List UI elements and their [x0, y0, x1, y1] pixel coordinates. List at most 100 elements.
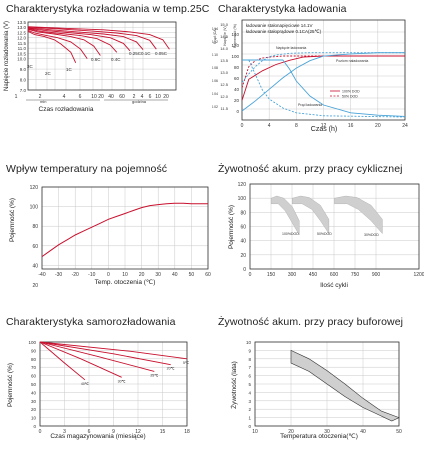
selfdis-plot-frame — [39, 341, 188, 427]
float-life-chart: 10 20 30 40 50 0 1 2 3 4 5 6 7 8 9 10 Temperatura otocze… — [229, 340, 402, 440]
discharge-series-label-0: 3C — [27, 64, 34, 69]
cycle-band-2 — [334, 195, 383, 235]
temp-xtick-0: -40 — [38, 272, 45, 278]
discharge-xtick-0: 1 — [15, 94, 18, 100]
discharge-xtick-12: 20 — [163, 94, 169, 100]
charge-chart: 0 4 8 12 16 20 24 Czas (h) 0 20 40 60 80 100 120 140 11.… — [212, 19, 408, 133]
discharge-unit-min: min — [40, 99, 46, 104]
float-ytick-9: 9 — [248, 348, 251, 353]
float-xtick-3: 40 — [360, 429, 366, 435]
temp-xtick-5: 10 — [122, 272, 128, 278]
float-ytick-7: 7 — [248, 365, 251, 370]
charge-volt-tick-7: 15.0 — [220, 22, 229, 27]
charge-label-current: Prąd ładowania — [298, 103, 322, 107]
selfdis-xtick-2: 6 — [88, 429, 91, 435]
discharge-xtick-1: 2 — [39, 94, 42, 100]
selfdis-ytick-8: 80 — [31, 357, 37, 362]
charge-cap-tick-1: 20 — [234, 98, 240, 103]
discharge-chart-title: Charakterystyka rozładowania w temp.25C — [6, 3, 210, 15]
charge-curr-tick-5: 0.12 — [212, 40, 218, 44]
charge-series-current-5 — [242, 59, 406, 118]
discharge-xtick-11: 10 — [155, 94, 161, 100]
discharge-xtick-8: 2 — [133, 94, 136, 100]
selfdis-series-label-2: 25℃ — [150, 373, 159, 377]
discharge-ytick-9: 13.0 — [17, 25, 26, 30]
discharge-ytick-0: 7.0 — [20, 88, 27, 93]
cycle-band-label-0: 100%DOD — [282, 232, 299, 236]
selfdis-xlabel: Czas magazynowania (miesiące) — [50, 433, 145, 440]
selfdis-ytick-1: 10 — [31, 416, 37, 421]
selfdis-xtick-6: 18 — [184, 429, 190, 435]
charge-xtick-0: 0 — [241, 123, 244, 129]
discharge-ylabel: Napięcie rozładowania (V) — [4, 21, 10, 91]
temp-ytick-5: 120 — [30, 185, 39, 191]
cycle-xtick-3: 450 — [309, 272, 318, 278]
temp-ytick-4: 100 — [30, 205, 39, 211]
selfdis-series-2 — [39, 341, 155, 372]
temp-ytick-0: 20 — [32, 283, 38, 289]
selfdis-ytick-2: 20 — [31, 407, 37, 412]
selfdis-ytick-0: 0 — [33, 424, 36, 429]
charge-legend-0: 100% DOD — [342, 90, 360, 94]
selfdis-series-label-1: 30℃ — [118, 379, 127, 383]
discharge-series-label-7: 0.05C — [155, 51, 168, 56]
float-ytick-2: 2 — [248, 407, 251, 412]
charge-legend-1: 50% DOD — [342, 95, 358, 99]
charge-cap-tick-4: 80 — [234, 65, 240, 70]
self-discharge-chart-title: Charakterystyka samorozładowania — [6, 316, 176, 328]
selfdis-series-4 — [39, 341, 188, 360]
float-ytick-6: 6 — [248, 374, 251, 379]
cycle-xtick-4: 600 — [330, 272, 339, 278]
cycle-band-label-2: 30%DOD — [364, 233, 379, 237]
discharge-xtick-10: 6 — [149, 94, 152, 100]
charge-volt-tick-3: 13.0 — [220, 70, 229, 75]
charge-xtick-1: 4 — [268, 123, 271, 129]
discharge-ytick-3: 10.0 — [17, 57, 26, 62]
charge-xlabel: Czas (h) — [311, 126, 337, 133]
charge-label-voltage: Napięcie ładowania — [276, 46, 306, 50]
float-ytick-1: 1 — [248, 416, 251, 421]
charge-cap-tick-6: 120 — [231, 43, 239, 48]
temp-ytick-1: 40 — [32, 263, 38, 269]
temperature-chart: -40 -30 -20 -10 0 10 20 30 40 50 60 20 40 60 80 100 120 T… — [9, 185, 211, 289]
cycle-plot-frame — [249, 183, 420, 270]
cycle-band-0 — [270, 195, 300, 236]
discharge-series-0.05C — [27, 26, 170, 50]
discharge-xtick-9: 4 — [141, 94, 144, 100]
selfdis-ytick-6: 60 — [31, 374, 37, 379]
discharge-series-label-6: 0.1C — [141, 51, 151, 56]
cycle-ytick-1: 20 — [240, 253, 246, 259]
cycle-band-label-1: 50%DOD — [317, 232, 332, 236]
selfdis-xtick-5: 15 — [160, 429, 166, 435]
temp-xtick-10: 60 — [205, 272, 211, 278]
discharge-ytick-5: 11.0 — [18, 46, 27, 51]
float-life-chart-panel: Żywotność akum. przy pracy buforowej 10 2… — [212, 300, 424, 450]
charge-curr-tick-6: 0.14 — [212, 27, 218, 31]
discharge-series-0.6C — [27, 28, 118, 53]
charge-annotation-1: ładowanie stałonapięciowe 14.1V — [246, 23, 313, 28]
selfdis-series-label-0: 40℃ — [81, 382, 90, 386]
cycle-xtick-1: 150 — [267, 272, 276, 278]
discharge-series-3C — [27, 30, 77, 63]
charge-curr-tick-4: 0.10 — [212, 53, 218, 57]
selfdis-xtick-3: 9 — [112, 429, 115, 435]
charge-xtick-5: 20 — [375, 123, 381, 129]
discharge-series-label-5: 0.25C — [129, 51, 142, 56]
charge-label-capacity: Poziom naładowania — [336, 59, 368, 63]
temp-xtick-6: 20 — [139, 272, 145, 278]
charge-cap-tick-2: 40 — [234, 87, 240, 92]
discharge-series-label-2: 1C — [66, 67, 73, 72]
charge-volt-tick-4: 13.5 — [220, 58, 229, 63]
selfdis-xtick-4: 12 — [135, 429, 141, 435]
cycle-life-chart-title: Żywotność akum. przy pracy cyklicznej — [218, 163, 403, 175]
float-ytick-4: 4 — [248, 390, 251, 395]
selfdis-ytick-4: 40 — [31, 390, 37, 395]
charge-xtick-2: 8 — [295, 123, 298, 129]
float-ytick-3: 3 — [248, 399, 251, 404]
temp-xtick-7: 30 — [155, 272, 161, 278]
cycle-xtick-2: 300 — [288, 272, 297, 278]
discharge-ytick-4: 10.5 — [17, 51, 26, 56]
discharge-xlabel: Czas rozładowania — [39, 106, 94, 113]
charge-curr-tick-0: 0.02 — [212, 105, 218, 109]
discharge-xtick-3: 6 — [79, 94, 82, 100]
